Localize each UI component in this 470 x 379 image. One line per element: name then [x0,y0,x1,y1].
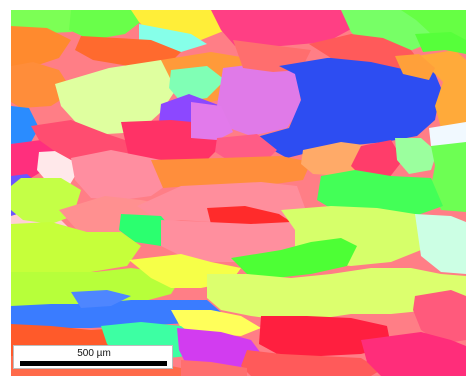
scale-bar-line [20,361,167,366]
orientation-map [11,10,466,376]
grain-map-graphic [11,10,466,376]
scale-bar-label: 500 µm [77,348,111,359]
scale-bar: 500 µm [13,345,173,369]
